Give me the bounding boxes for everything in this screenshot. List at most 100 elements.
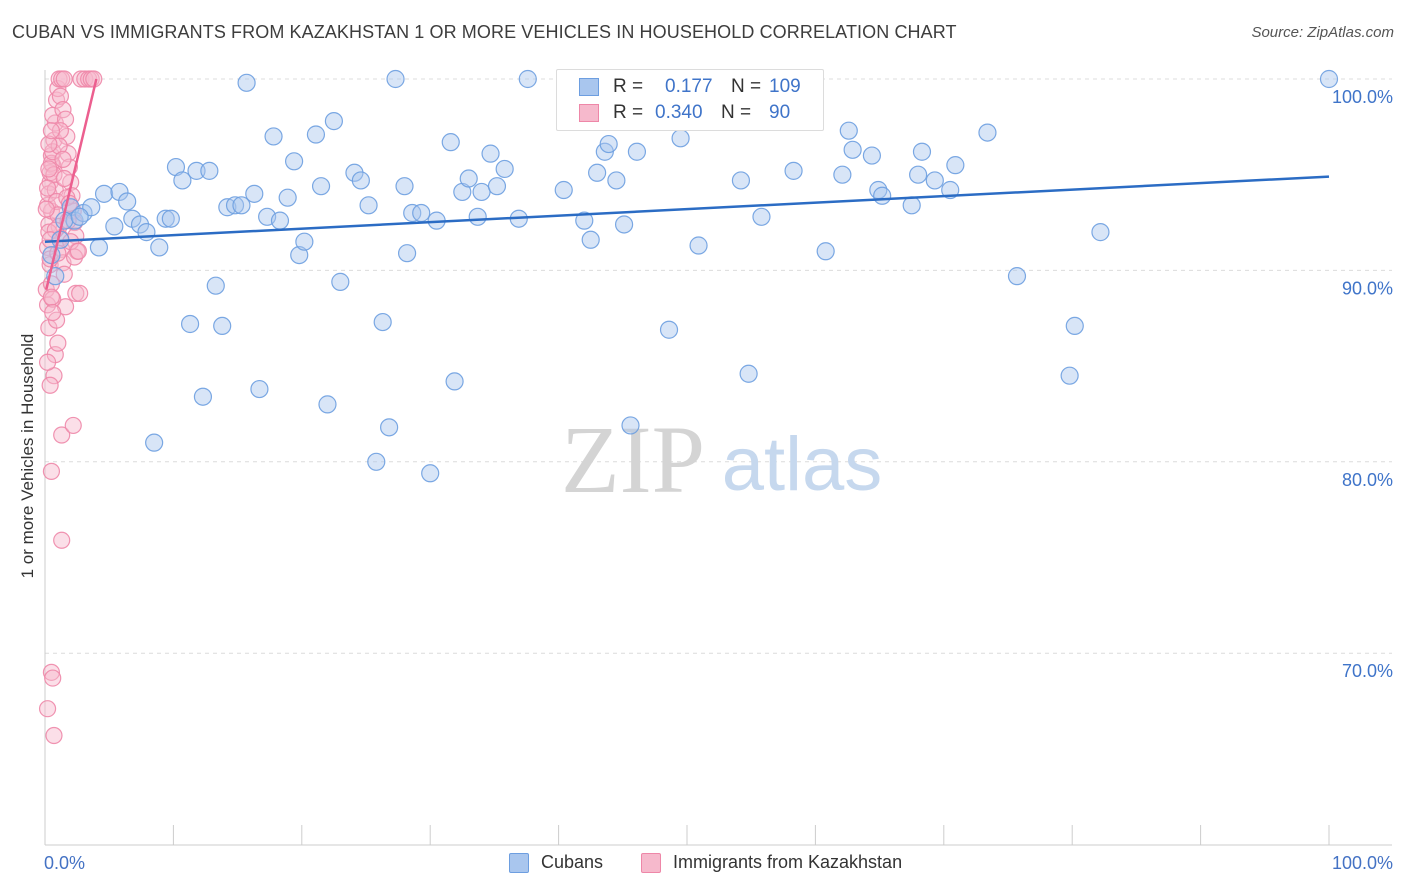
stats-legend: R = 0.177 N = 109 R = 0.340 N = 90 (556, 69, 824, 131)
kazakhstan-point (54, 101, 72, 119)
legend-row-kazakhstan: R = 0.340 N = 90 (579, 101, 809, 125)
kazakhstan-n-value: 90 (769, 102, 791, 123)
cuban-point (912, 142, 932, 161)
cuban-point (588, 163, 607, 182)
legend-row-cubans: R = 0.177 N = 109 (579, 75, 809, 99)
kazakhstan-point (38, 179, 57, 197)
x-tick-max: 100.0% (1331, 853, 1393, 873)
cubans-swatch (579, 78, 599, 96)
cuban-point (278, 188, 297, 207)
cuban-point (367, 452, 386, 471)
cuban-point (731, 171, 751, 190)
cuban-point (295, 232, 314, 251)
kazakhstan-legend-label: Immigrants from Kazakhstan (673, 852, 903, 872)
cuban-point (105, 217, 124, 236)
cuban-point (89, 238, 109, 257)
kazakhstan-point (38, 700, 57, 718)
cuban-point (213, 316, 232, 336)
cuban-point (978, 123, 997, 142)
watermark-zip: ZIP (561, 406, 705, 513)
cuban-point (614, 215, 634, 234)
cuban-point (1060, 366, 1079, 385)
cuban-point (150, 238, 169, 257)
kazakhstan-point (38, 353, 57, 371)
y-tick-label: 80.0% (1342, 470, 1393, 490)
kazakhstan-point (45, 726, 63, 745)
y-tick-label: 100.0% (1332, 87, 1393, 107)
cuban-point (481, 144, 500, 163)
legend-item-kazakhstan[interactable]: Immigrants from Kazakhstan (641, 852, 902, 873)
cuban-point (925, 171, 944, 190)
kazakhstan-swatch (579, 104, 599, 122)
cuban-point (237, 73, 256, 92)
cuban-point (180, 314, 200, 334)
r-label: R = (613, 102, 644, 123)
kazakhstan-points (37, 70, 103, 745)
cuban-point (311, 177, 331, 196)
cuban-point (386, 69, 405, 89)
n-label: N = (721, 102, 752, 123)
kazakhstan-legend-swatch (641, 852, 661, 873)
cuban-point (351, 171, 370, 190)
y-tick-label: 90.0% (1342, 278, 1393, 298)
cubans-legend-label: Cubans (541, 852, 604, 872)
cuban-point (395, 177, 414, 196)
kazakhstan-point (44, 303, 62, 322)
cuban-point (359, 196, 378, 215)
cubans-r-value: 0.177 (665, 76, 713, 97)
cubans-n-value: 109 (769, 76, 801, 97)
cuban-point (412, 203, 431, 223)
cuban-point (518, 69, 537, 89)
x-tick-min: 0.0% (44, 853, 86, 873)
cuban-point (284, 152, 304, 171)
cuban-point (909, 165, 928, 184)
cuban-point (873, 186, 892, 205)
cuban-point (689, 236, 708, 255)
cuban-point (472, 182, 491, 202)
kazakhstan-point (55, 70, 73, 88)
cuban-point (902, 196, 921, 215)
cubans-legend-swatch (509, 852, 529, 873)
kazakhstan-point (64, 416, 82, 435)
cuban-point (495, 159, 514, 179)
cuban-point (621, 416, 640, 435)
cuban-point (1007, 267, 1027, 286)
cuban-point (1319, 69, 1339, 89)
cuban-point (290, 245, 309, 265)
kazakhstan-point (41, 376, 59, 394)
series-legend: Cubans Immigrants from Kazakhstan (0, 852, 1406, 878)
cuban-point (752, 207, 771, 226)
n-label: N = (731, 76, 762, 97)
axes (44, 70, 1392, 846)
cuban-point (554, 180, 573, 200)
cuban-point (468, 207, 487, 226)
kazakhstan-point (42, 663, 61, 681)
cuban-point (581, 230, 600, 249)
kazakhstan-point (51, 87, 70, 105)
cuban-point (110, 182, 129, 202)
cuban-point (161, 209, 180, 228)
cuban-point (1091, 223, 1110, 242)
kazakhstan-point (40, 135, 58, 153)
kazakhstan-point (54, 150, 72, 168)
cubans-trend-line (44, 175, 1330, 243)
cuban-point (156, 209, 175, 228)
kazakhstan-point (37, 200, 55, 218)
cuban-point (843, 140, 862, 159)
cuban-point (324, 112, 343, 131)
cuban-point (70, 207, 89, 226)
cuban-point (599, 134, 618, 154)
watermark: ZIP atlas (561, 406, 882, 513)
cuban-point (145, 433, 164, 452)
cuban-point (264, 127, 283, 146)
legend-item-cubans[interactable]: Cubans (509, 852, 603, 873)
kazakhstan-point (53, 426, 71, 444)
cuban-point (459, 169, 478, 188)
kazakhstan-point (51, 122, 70, 140)
cuban-point (659, 320, 679, 339)
kazakhstan-point (40, 160, 58, 178)
kazakhstan-point (76, 70, 94, 88)
kazakhstan-r-value: 0.340 (655, 102, 703, 123)
cuban-point (318, 395, 337, 414)
